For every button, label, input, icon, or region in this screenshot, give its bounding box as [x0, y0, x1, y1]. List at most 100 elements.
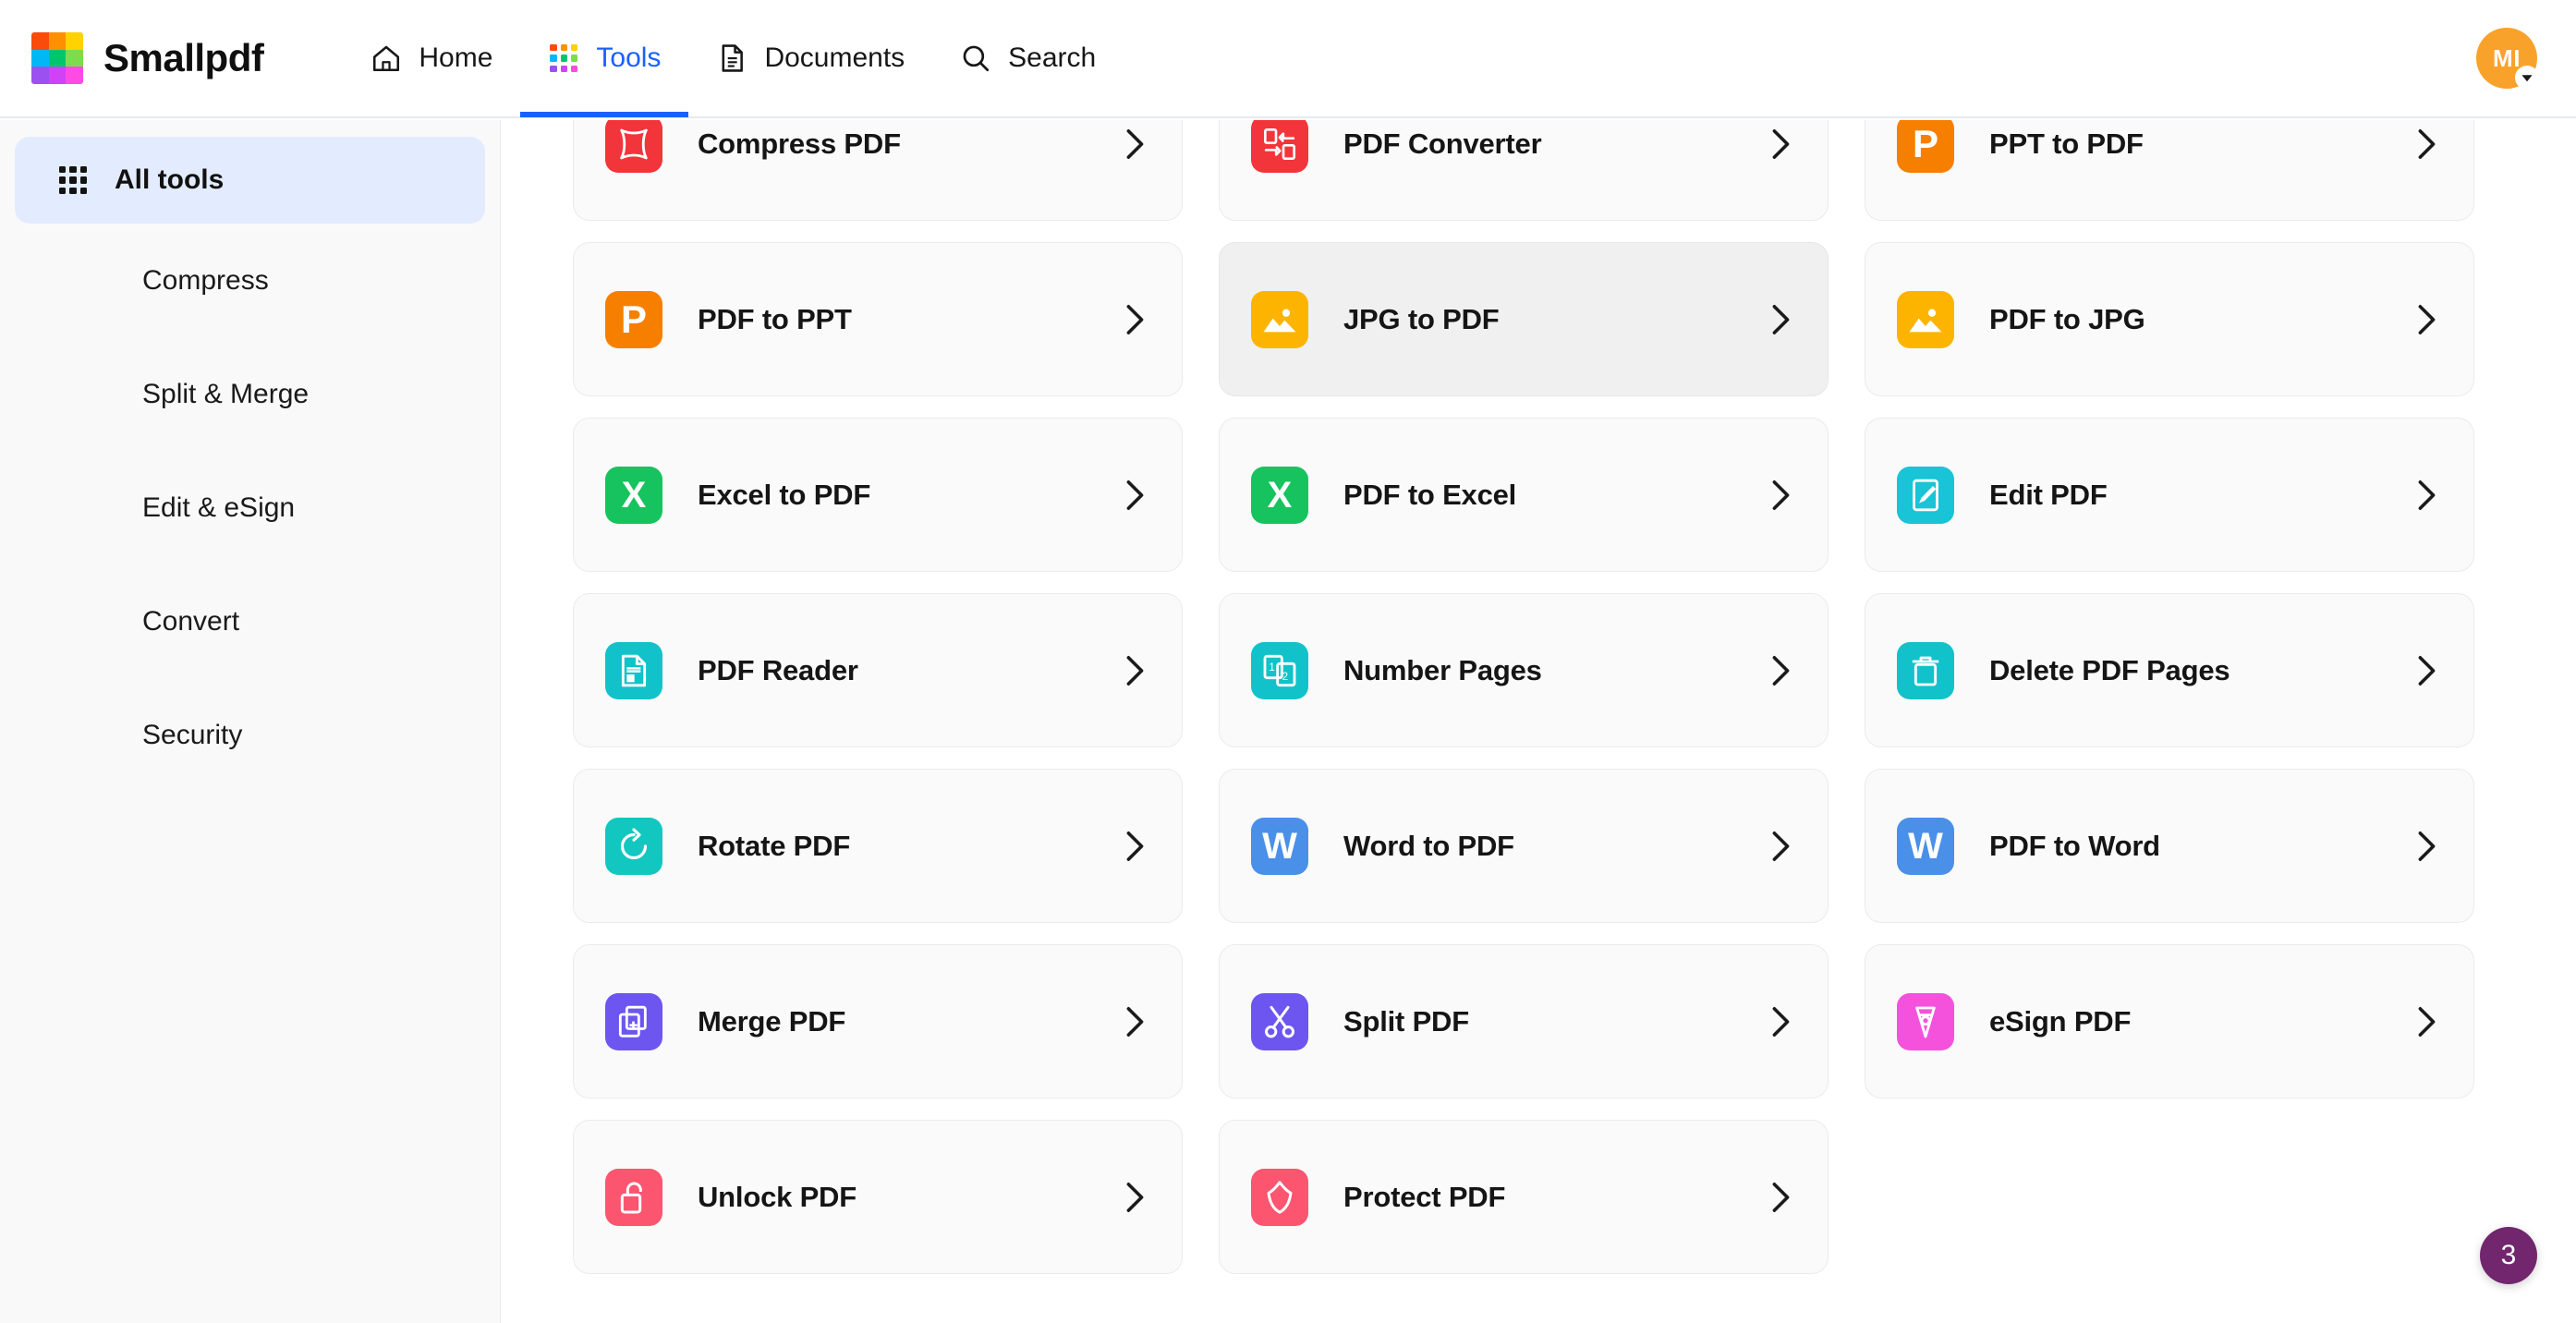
chevron-right-icon[interactable] — [1768, 1182, 1792, 1213]
chevron-right-icon[interactable] — [1768, 655, 1792, 686]
tool-card-pdf-to-excel[interactable]: X PDF to Excel — [1219, 418, 1829, 572]
nav-item-label: Search — [1008, 42, 1097, 73]
chevron-right-icon[interactable] — [1768, 479, 1792, 511]
sidebar-item-all-tools[interactable]: All tools — [15, 137, 485, 224]
tool-card-unlock-pdf[interactable]: Unlock PDF — [573, 1120, 1183, 1274]
merge-icon — [605, 992, 662, 1050]
tool-card-merge-pdf[interactable]: Merge PDF — [573, 944, 1183, 1098]
rotate-icon — [605, 817, 662, 875]
shield-icon — [1251, 1168, 1308, 1226]
tool-card-jpg-to-pdf[interactable]: JPG to PDF — [1219, 242, 1829, 396]
sidebar-item-label: Convert — [142, 605, 240, 637]
tool-card-label: Edit PDF — [1989, 478, 2108, 511]
tool-card-number-pages[interactable]: 1 2 Number Pages — [1219, 593, 1829, 747]
tool-card-word-to-pdf[interactable]: W Word to PDF — [1219, 769, 1829, 923]
tool-card-label: PDF to Excel — [1343, 478, 1517, 511]
tool-card-pdf-converter[interactable]: PDF Converter — [1219, 120, 1829, 221]
nav-item-tools[interactable]: Tools — [520, 0, 689, 117]
sidebar-item-label: All tools — [115, 164, 225, 195]
tool-card-label: Split PDF — [1343, 1004, 1469, 1038]
home-icon — [371, 42, 402, 74]
chevron-right-icon[interactable] — [1123, 304, 1147, 335]
avatar[interactable]: MI — [2476, 28, 2539, 90]
tool-card-edit-pdf[interactable]: Edit PDF — [1865, 418, 2474, 572]
tool-card-label: JPG to PDF — [1343, 302, 1500, 335]
chevron-down-icon[interactable] — [2515, 66, 2539, 90]
image-icon — [1251, 290, 1308, 348]
chevron-right-icon[interactable] — [2414, 304, 2438, 335]
tool-card-esign-pdf[interactable]: eSign PDF — [1865, 944, 2474, 1098]
tool-card-delete-pdf-pages[interactable]: Delete PDF Pages — [1865, 593, 2474, 747]
sidebar-item-label: Split & Merge — [142, 378, 310, 409]
help-badge-button[interactable]: 3 — [2480, 1227, 2537, 1284]
smallpdf-logo-icon — [31, 32, 83, 84]
tool-card-pdf-reader[interactable]: PDF Reader — [573, 593, 1183, 747]
tool-card-rotate-pdf[interactable]: Rotate PDF — [573, 769, 1183, 923]
tool-card-label: PDF Reader — [698, 653, 858, 686]
brand[interactable]: Smallpdf — [31, 32, 264, 84]
tool-card-excel-to-pdf[interactable]: X Excel to PDF — [573, 418, 1183, 572]
chevron-right-icon[interactable] — [1123, 479, 1147, 511]
unlock-icon — [605, 1168, 662, 1226]
powerpoint-icon: P — [1897, 120, 1954, 173]
chevron-right-icon[interactable] — [2414, 1006, 2438, 1038]
chevron-right-icon[interactable] — [1123, 1182, 1147, 1213]
document-icon — [716, 42, 747, 74]
svg-text:2: 2 — [1282, 671, 1288, 683]
sidebar-item-split-merge[interactable]: Split & Merge — [0, 337, 500, 451]
word-icon: W — [1251, 817, 1308, 875]
chevron-right-icon[interactable] — [1768, 831, 1792, 862]
chevron-right-icon[interactable] — [2414, 479, 2438, 511]
nav-item-documents[interactable]: Documents — [688, 0, 932, 117]
tool-card-label: Number Pages — [1343, 653, 1542, 686]
tools-grid: Compress PDF PDF Converter P PPT to PDF P PDF… — [573, 120, 2474, 1274]
sidebar: All tools Compress Split & Merge Edit & eS… — [0, 120, 501, 1323]
tool-card-label: Protect PDF — [1343, 1180, 1506, 1213]
convert-icon — [1251, 120, 1308, 173]
excel-icon: X — [1251, 466, 1308, 524]
chevron-right-icon[interactable] — [2414, 128, 2438, 160]
chevron-right-icon[interactable] — [1123, 831, 1147, 862]
tool-card-pdf-to-jpg[interactable]: PDF to JPG — [1865, 242, 2474, 396]
tool-card-label: Word to PDF — [1343, 829, 1514, 862]
powerpoint-icon: P — [605, 290, 662, 348]
tool-card-compress-pdf[interactable]: Compress PDF — [573, 120, 1183, 221]
tool-card-label: PDF to PPT — [698, 302, 852, 335]
tool-card-label: Delete PDF Pages — [1989, 653, 2230, 686]
tool-card-ppt-to-pdf[interactable]: P PPT to PDF — [1865, 120, 2474, 221]
tool-card-pdf-to-ppt[interactable]: P PDF to PPT — [573, 242, 1183, 396]
chevron-right-icon[interactable] — [2414, 831, 2438, 862]
image-icon — [1897, 290, 1954, 348]
chevron-right-icon[interactable] — [1768, 1006, 1792, 1038]
sidebar-item-label: Edit & eSign — [142, 492, 296, 523]
search-icon — [960, 42, 991, 74]
nav-item-label: Home — [419, 42, 493, 73]
tool-card-split-pdf[interactable]: Split PDF — [1219, 944, 1829, 1098]
sidebar-item-compress[interactable]: Compress — [0, 224, 500, 337]
nav-item-label: Documents — [764, 42, 905, 73]
nav-item-label: Tools — [596, 42, 662, 73]
tool-card-label: PDF to JPG — [1989, 302, 2145, 335]
apps-grid-icon — [59, 166, 87, 194]
sidebar-item-security[interactable]: Security — [0, 678, 500, 792]
word-icon: W — [1897, 817, 1954, 875]
chevron-right-icon[interactable] — [2414, 655, 2438, 686]
chevron-right-icon[interactable] — [1123, 655, 1147, 686]
tool-card-pdf-to-word[interactable]: W PDF to Word — [1865, 769, 2474, 923]
tool-card-label: Excel to PDF — [698, 478, 871, 511]
scissors-icon — [1251, 992, 1308, 1050]
app-header: Smallpdf Home Tools Documents Search MI — [0, 0, 2576, 118]
edit-pencil-icon — [1897, 466, 1954, 524]
chevron-right-icon[interactable] — [1123, 1006, 1147, 1038]
tools-main-panel: Compress PDF PDF Converter P PPT to PDF P PDF… — [502, 120, 2576, 1323]
sidebar-item-edit-esign[interactable]: Edit & eSign — [0, 451, 500, 564]
svg-text:1: 1 — [1269, 662, 1274, 674]
chevron-right-icon[interactable] — [1768, 304, 1792, 335]
apps-grid-icon — [548, 42, 579, 74]
chevron-right-icon[interactable] — [1123, 128, 1147, 160]
nav-item-home[interactable]: Home — [343, 0, 520, 117]
nav-item-search[interactable]: Search — [932, 0, 1124, 117]
chevron-right-icon[interactable] — [1768, 128, 1792, 160]
sidebar-item-convert[interactable]: Convert — [0, 564, 500, 678]
tool-card-protect-pdf[interactable]: Protect PDF — [1219, 1120, 1829, 1274]
